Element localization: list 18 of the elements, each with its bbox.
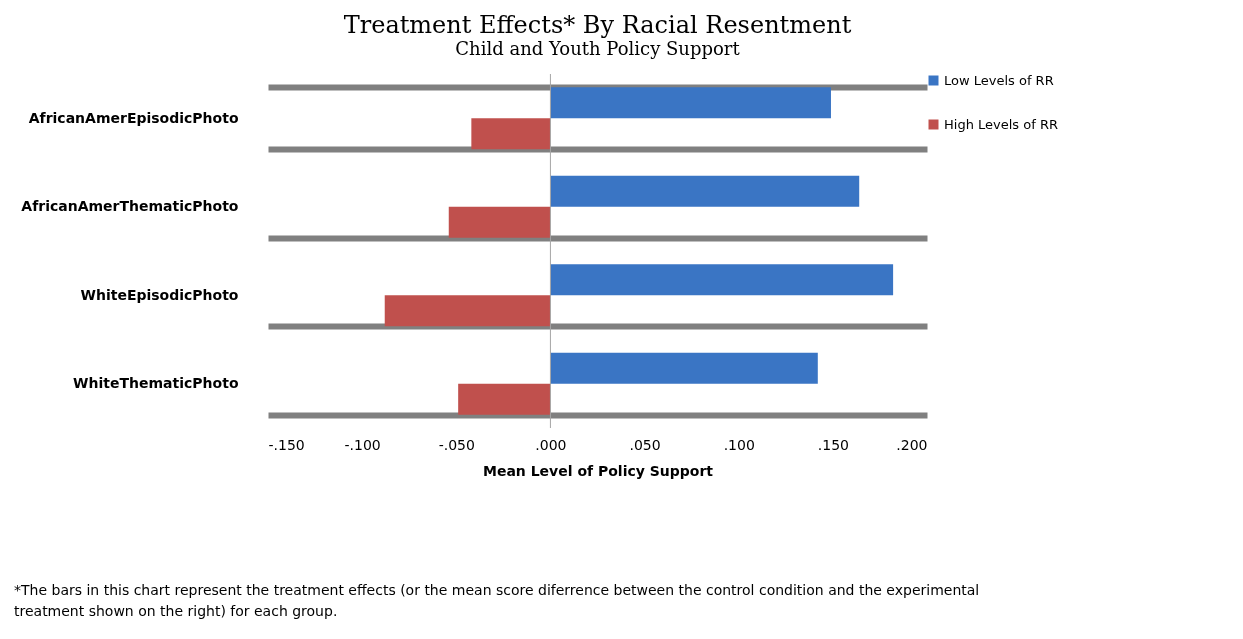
x-tick-label: .150 — [817, 436, 849, 453]
x-tick-label: .050 — [629, 436, 661, 453]
y-tick-label: AfricanAmerThematicPhoto — [21, 198, 239, 215]
legend-label: Low Levels of RR — [944, 72, 1054, 88]
y-tick-label: WhiteThematicPhoto — [73, 375, 239, 392]
y-tick-label: AfricanAmerEpisodicPhoto — [28, 109, 239, 126]
x-tick-label: .100 — [723, 436, 755, 453]
text: *The bars in this chart represent the treatment effects (or the mean score diferrence between the control condition and the experimental treatment shown on the right) for each group. — [14, 581, 981, 621]
x-tick-label: -.150 — [268, 436, 305, 453]
chart-title: Treatment Effects* By Racial Resentment — [343, 11, 852, 39]
legend-label: High Levels of RR — [944, 116, 1058, 132]
x-tick-label: .200 — [896, 436, 928, 453]
y-tick-label: WhiteEpisodicPhoto — [80, 286, 239, 303]
x-tick-label: -.100 — [344, 436, 381, 453]
x-axis-title: Mean Level of Policy Support — [482, 462, 714, 479]
x-tick-label: -.050 — [438, 436, 475, 453]
x-tick-label: .000 — [535, 436, 567, 453]
chart-subtitle: Child and Youth Policy Support — [455, 38, 741, 59]
